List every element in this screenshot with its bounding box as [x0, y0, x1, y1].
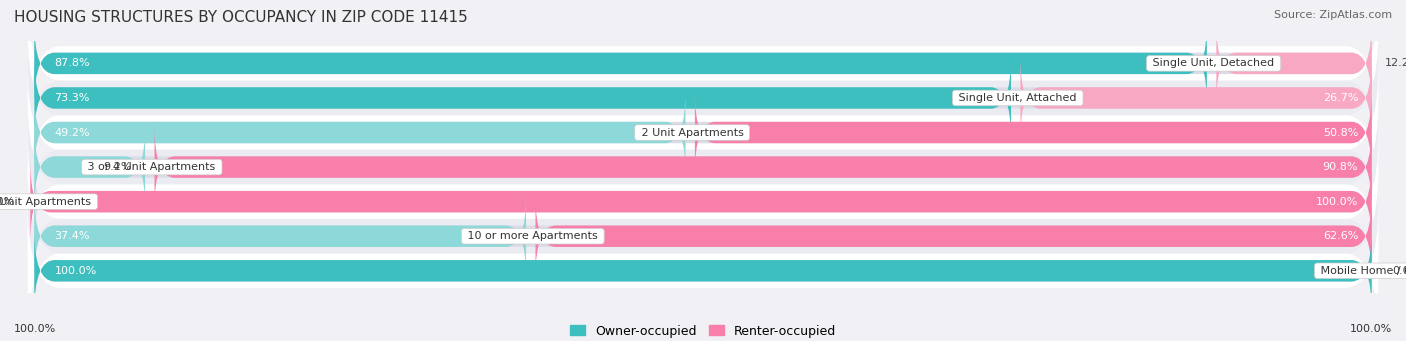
FancyBboxPatch shape [28, 133, 1378, 271]
Text: 73.3%: 73.3% [55, 93, 90, 103]
FancyBboxPatch shape [34, 57, 1011, 139]
Text: Single Unit, Detached: Single Unit, Detached [1149, 58, 1278, 69]
Text: 12.2%: 12.2% [1385, 58, 1406, 69]
Text: Mobile Home / Other: Mobile Home / Other [1317, 266, 1406, 276]
FancyBboxPatch shape [34, 229, 1372, 312]
FancyBboxPatch shape [34, 91, 1372, 174]
FancyBboxPatch shape [34, 22, 1372, 105]
Text: Single Unit, Attached: Single Unit, Attached [955, 93, 1080, 103]
Text: 0.0%: 0.0% [0, 197, 14, 207]
FancyBboxPatch shape [34, 195, 1372, 277]
FancyBboxPatch shape [34, 91, 686, 174]
FancyBboxPatch shape [28, 0, 1378, 133]
Text: 100.0%: 100.0% [1350, 324, 1392, 334]
Text: HOUSING STRUCTURES BY OCCUPANCY IN ZIP CODE 11415: HOUSING STRUCTURES BY OCCUPANCY IN ZIP C… [14, 10, 468, 25]
Text: 37.4%: 37.4% [55, 231, 90, 241]
FancyBboxPatch shape [695, 91, 1372, 174]
FancyBboxPatch shape [155, 126, 1372, 208]
FancyBboxPatch shape [34, 57, 1372, 139]
Text: 50.8%: 50.8% [1323, 128, 1358, 137]
Text: 0.0%: 0.0% [1392, 266, 1406, 276]
Text: 10 or more Apartments: 10 or more Apartments [464, 231, 602, 241]
Text: 3 or 4 Unit Apartments: 3 or 4 Unit Apartments [84, 162, 219, 172]
Text: 9.2%: 9.2% [103, 162, 132, 172]
Text: 87.8%: 87.8% [55, 58, 90, 69]
FancyBboxPatch shape [31, 161, 1372, 243]
Text: 100.0%: 100.0% [55, 266, 97, 276]
FancyBboxPatch shape [536, 195, 1372, 277]
FancyBboxPatch shape [28, 167, 1378, 305]
FancyBboxPatch shape [28, 63, 1378, 202]
FancyBboxPatch shape [34, 161, 1372, 243]
Text: 26.7%: 26.7% [1323, 93, 1358, 103]
Text: 100.0%: 100.0% [14, 324, 56, 334]
FancyBboxPatch shape [34, 126, 145, 208]
FancyBboxPatch shape [34, 195, 526, 277]
Text: 90.8%: 90.8% [1323, 162, 1358, 172]
Text: 5 to 9 Unit Apartments: 5 to 9 Unit Apartments [0, 197, 94, 207]
Text: Source: ZipAtlas.com: Source: ZipAtlas.com [1274, 10, 1392, 20]
FancyBboxPatch shape [34, 22, 1206, 105]
FancyBboxPatch shape [1216, 22, 1372, 105]
Text: 100.0%: 100.0% [1316, 197, 1358, 207]
Text: 2 Unit Apartments: 2 Unit Apartments [637, 128, 747, 137]
FancyBboxPatch shape [34, 126, 1372, 208]
Text: 62.6%: 62.6% [1323, 231, 1358, 241]
FancyBboxPatch shape [34, 229, 1372, 312]
FancyBboxPatch shape [28, 202, 1378, 340]
Legend: Owner-occupied, Renter-occupied: Owner-occupied, Renter-occupied [565, 320, 841, 341]
FancyBboxPatch shape [28, 98, 1378, 236]
Text: 49.2%: 49.2% [55, 128, 90, 137]
FancyBboxPatch shape [1021, 57, 1372, 139]
FancyBboxPatch shape [28, 29, 1378, 167]
